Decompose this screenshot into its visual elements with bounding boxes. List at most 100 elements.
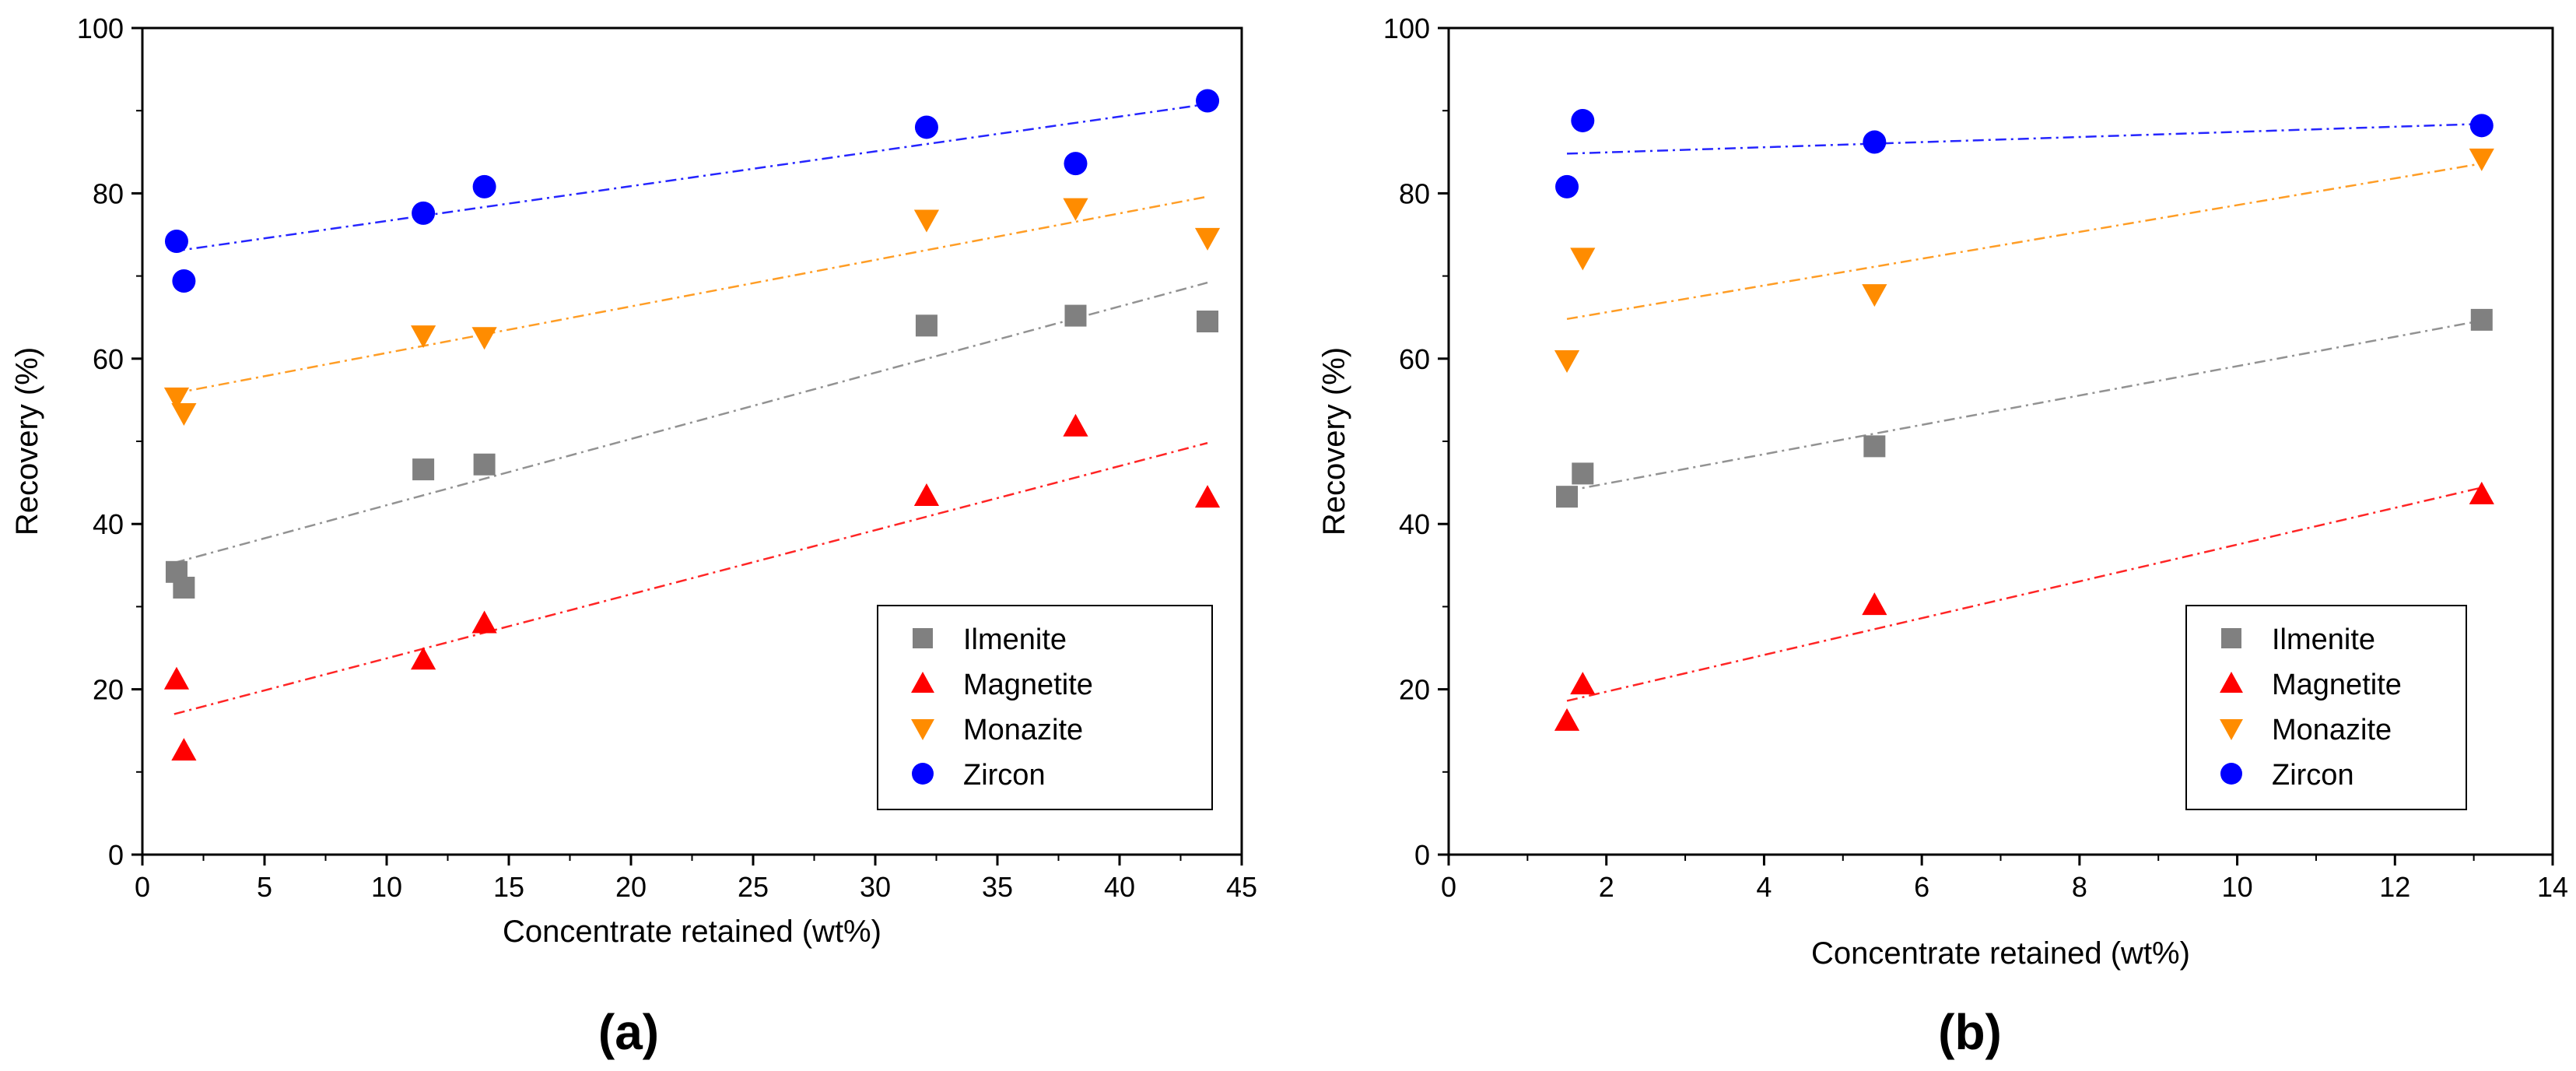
data-point-ilmenite xyxy=(473,453,496,476)
data-point-monazite xyxy=(411,325,436,349)
x-tick-label: 0 xyxy=(135,871,150,903)
legend-label-monazite: Monazite xyxy=(963,714,1083,746)
x-tick-label: 35 xyxy=(982,871,1013,903)
trend-line-zircon xyxy=(173,103,1208,252)
x-tick-label: 45 xyxy=(1226,871,1257,903)
y-axis-label: Recovery (%) xyxy=(1317,347,1351,536)
legend-label-magnetite: Magnetite xyxy=(2272,669,2402,701)
data-point-magnetite xyxy=(1862,592,1887,616)
y-axis-label: Recovery (%) xyxy=(10,347,44,536)
x-tick-label: 25 xyxy=(738,871,769,903)
data-point-zircon xyxy=(1064,152,1088,176)
x-tick-label: 15 xyxy=(493,871,524,903)
x-tick-label: 30 xyxy=(860,871,891,903)
x-tick-label: 40 xyxy=(1104,871,1135,903)
data-point-zircon xyxy=(1571,108,1595,132)
legend-marker-monazite xyxy=(911,719,934,740)
series-magnetite xyxy=(163,413,1221,761)
data-point-zircon xyxy=(172,269,196,293)
y-tick-label: 40 xyxy=(1399,508,1430,540)
y-tick-label: 100 xyxy=(1383,12,1430,44)
x-tick-label: 10 xyxy=(371,871,402,903)
series-ilmenite xyxy=(1556,308,2493,508)
data-point-ilmenite xyxy=(1863,435,1886,458)
data-point-ilmenite xyxy=(412,458,435,481)
data-point-magnetite xyxy=(1554,708,1580,731)
data-point-magnetite xyxy=(2469,481,2494,504)
y-tick-label: 0 xyxy=(1414,839,1430,871)
x-tick-label: 4 xyxy=(1756,871,1772,903)
data-point-monazite xyxy=(171,403,197,426)
legend-marker-zircon xyxy=(912,763,934,785)
trend-line-ilmenite xyxy=(1566,319,2483,492)
x-tick-label: 12 xyxy=(2379,871,2410,903)
data-point-monazite xyxy=(163,387,190,410)
y-tick-label: 60 xyxy=(1399,343,1430,375)
legend-marker-ilmenite xyxy=(913,628,933,648)
y-tick-label: 0 xyxy=(108,839,124,871)
data-point-monazite xyxy=(1554,350,1580,374)
data-point-zircon xyxy=(472,174,496,198)
data-point-ilmenite xyxy=(1572,462,1594,485)
chart-panel-a: 0 5 10 15 20 25 30 35 40 45 0 20 40 60 80 100 Concentrat… xyxy=(10,12,1257,1060)
legend-label-monazite: Monazite xyxy=(2272,714,2392,746)
legend-label-ilmenite: Ilmenite xyxy=(2272,623,2375,656)
legend: Ilmenite Magnetite Monazite Zircon xyxy=(2185,605,2467,810)
data-point-ilmenite xyxy=(173,576,195,599)
legend-marker-magnetite xyxy=(2220,672,2243,693)
series-zircon xyxy=(164,89,1220,293)
legend-label-ilmenite: Ilmenite xyxy=(963,623,1067,656)
trend-line-ilmenite xyxy=(173,281,1208,564)
trend-line-magnetite xyxy=(173,441,1208,715)
data-point-monazite xyxy=(1063,198,1088,221)
legend-marker-zircon xyxy=(2220,763,2242,785)
data-point-magnetite xyxy=(1063,413,1088,437)
legend-label-zircon: Zircon xyxy=(963,759,1046,792)
y-tick-label: 100 xyxy=(77,12,124,44)
legend-label-magnetite: Magnetite xyxy=(963,669,1093,701)
data-point-ilmenite xyxy=(2470,308,2493,331)
y-tick-label: 80 xyxy=(93,177,124,209)
data-point-monazite xyxy=(2469,148,2494,171)
x-tick-label: 14 xyxy=(2537,871,2568,903)
data-point-zircon xyxy=(1555,174,1579,198)
x-tick-label: 2 xyxy=(1599,871,1614,903)
series-zircon xyxy=(1555,108,2494,198)
series-monazite xyxy=(163,195,1221,426)
x-axis-label: Concentrate retained (wt%) xyxy=(503,915,881,949)
data-point-monazite xyxy=(1570,248,1596,271)
legend-label-zircon: Zircon xyxy=(2272,759,2354,792)
x-tick-label: 20 xyxy=(615,871,647,903)
x-tick-label: 5 xyxy=(257,871,272,903)
legend-marker-monazite xyxy=(2220,719,2243,740)
y-tick-label: 80 xyxy=(1399,177,1430,209)
legend-marker-ilmenite xyxy=(2221,628,2241,648)
data-point-magnetite xyxy=(411,647,436,670)
x-tick-label: 6 xyxy=(1914,871,1929,903)
panel-label: (b) xyxy=(1938,1004,2002,1060)
data-point-ilmenite xyxy=(1197,311,1219,333)
series-ilmenite xyxy=(165,281,1219,599)
data-point-monazite xyxy=(1194,227,1221,251)
data-point-monazite xyxy=(913,209,940,233)
data-point-magnetite xyxy=(471,610,497,634)
data-point-zircon xyxy=(2469,114,2494,138)
data-point-zircon xyxy=(164,229,188,253)
y-tick-label: 60 xyxy=(93,343,124,375)
x-axis-label: Concentrate retained (wt%) xyxy=(1811,936,2190,971)
data-point-magnetite xyxy=(1570,672,1596,695)
y-tick-label: 40 xyxy=(93,508,124,540)
x-tick-label: 10 xyxy=(2222,871,2253,903)
trend-line-monazite xyxy=(173,195,1208,395)
x-tick-label: 8 xyxy=(2072,871,2087,903)
data-point-zircon xyxy=(412,201,436,225)
legend: Ilmenite Magnetite Monazite Zircon xyxy=(877,605,1213,810)
data-point-magnetite xyxy=(171,738,197,761)
data-point-zircon xyxy=(1863,130,1887,154)
data-point-zircon xyxy=(1196,89,1220,113)
trend-line-monazite xyxy=(1566,162,2482,321)
legend-marker-magnetite xyxy=(911,672,934,693)
data-point-monazite xyxy=(1862,284,1887,307)
data-point-magnetite xyxy=(163,666,190,690)
